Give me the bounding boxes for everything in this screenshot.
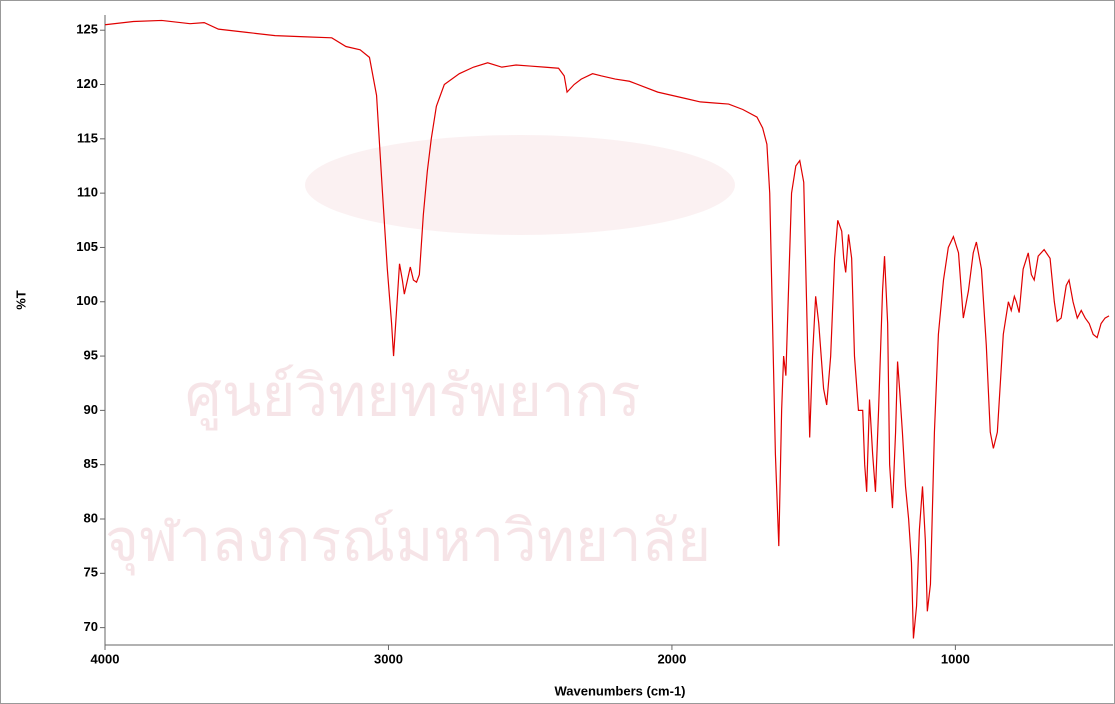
y-tick-label: 115	[77, 130, 98, 145]
spectrum-line	[104, 19, 1110, 639]
y-tick-label: 125	[76, 22, 98, 37]
y-tick-label: 70	[84, 619, 98, 634]
y-tick-label: 75	[84, 565, 98, 580]
y-tick-label: 105	[76, 239, 98, 254]
watermark: ศูนย์วิทยทรัพยากร จุฬาลงกรณ์มหาวิทยาลัย	[105, 135, 735, 576]
y-tick-label: 90	[84, 402, 98, 417]
y-axis-label: %T	[13, 290, 28, 310]
x-tick-label: 1000	[941, 651, 970, 666]
watermark-line: ศูนย์วิทยทรัพยากร	[185, 363, 641, 430]
y-tick-label: 95	[84, 348, 98, 363]
x-tick-label: 4000	[91, 651, 120, 666]
y-tick-label: 80	[84, 510, 98, 525]
y-tick-label: 100	[76, 293, 98, 308]
y-tick-label: 110	[77, 185, 98, 200]
y-tick-label: 85	[84, 456, 98, 471]
emblem	[305, 135, 735, 235]
x-tick-label: 3000	[374, 651, 403, 666]
watermark-line: จุฬาลงกรณ์มหาวิทยาลัย	[105, 508, 711, 576]
y-tick-label: 120	[76, 76, 98, 91]
x-tick-label: 2000	[657, 651, 686, 666]
x-axis-label: Wavenumbers (cm-1)	[555, 683, 686, 698]
